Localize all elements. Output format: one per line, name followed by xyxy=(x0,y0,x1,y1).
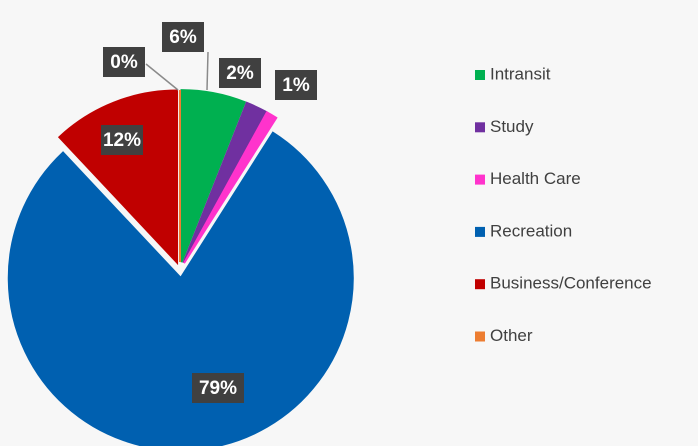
data-label-box xyxy=(162,22,204,52)
data-label-box xyxy=(192,373,244,403)
legend-label: Business/Conference xyxy=(490,274,652,293)
legend-label: Recreation xyxy=(490,221,572,240)
pie-slice xyxy=(57,89,179,266)
pie-slice xyxy=(180,89,247,263)
legend-swatch xyxy=(475,226,485,237)
legend-swatch xyxy=(475,122,485,133)
legend-swatch xyxy=(475,331,485,342)
data-label: 6% xyxy=(169,27,197,48)
legend-swatch xyxy=(475,70,485,80)
data-label-box xyxy=(275,70,317,100)
data-label: 2% xyxy=(226,63,254,84)
legend-swatch xyxy=(475,174,485,185)
data-label-box xyxy=(219,58,261,88)
legend-label: Study xyxy=(490,117,534,136)
data-label: 79% xyxy=(199,378,237,399)
pie-slice xyxy=(183,111,278,264)
pie-slice xyxy=(7,131,354,446)
legend-label: Intransit xyxy=(490,64,551,83)
legend-label: Health Care xyxy=(490,169,581,188)
data-label: 1% xyxy=(282,75,310,96)
leader-line xyxy=(145,63,179,91)
data-label: 0% xyxy=(110,52,138,73)
legend-swatch xyxy=(475,279,485,290)
data-label-box xyxy=(101,125,143,155)
legend-label: Other xyxy=(490,326,533,345)
data-label: 12% xyxy=(103,130,141,151)
leader-line xyxy=(206,51,209,91)
data-label-box xyxy=(103,47,145,77)
